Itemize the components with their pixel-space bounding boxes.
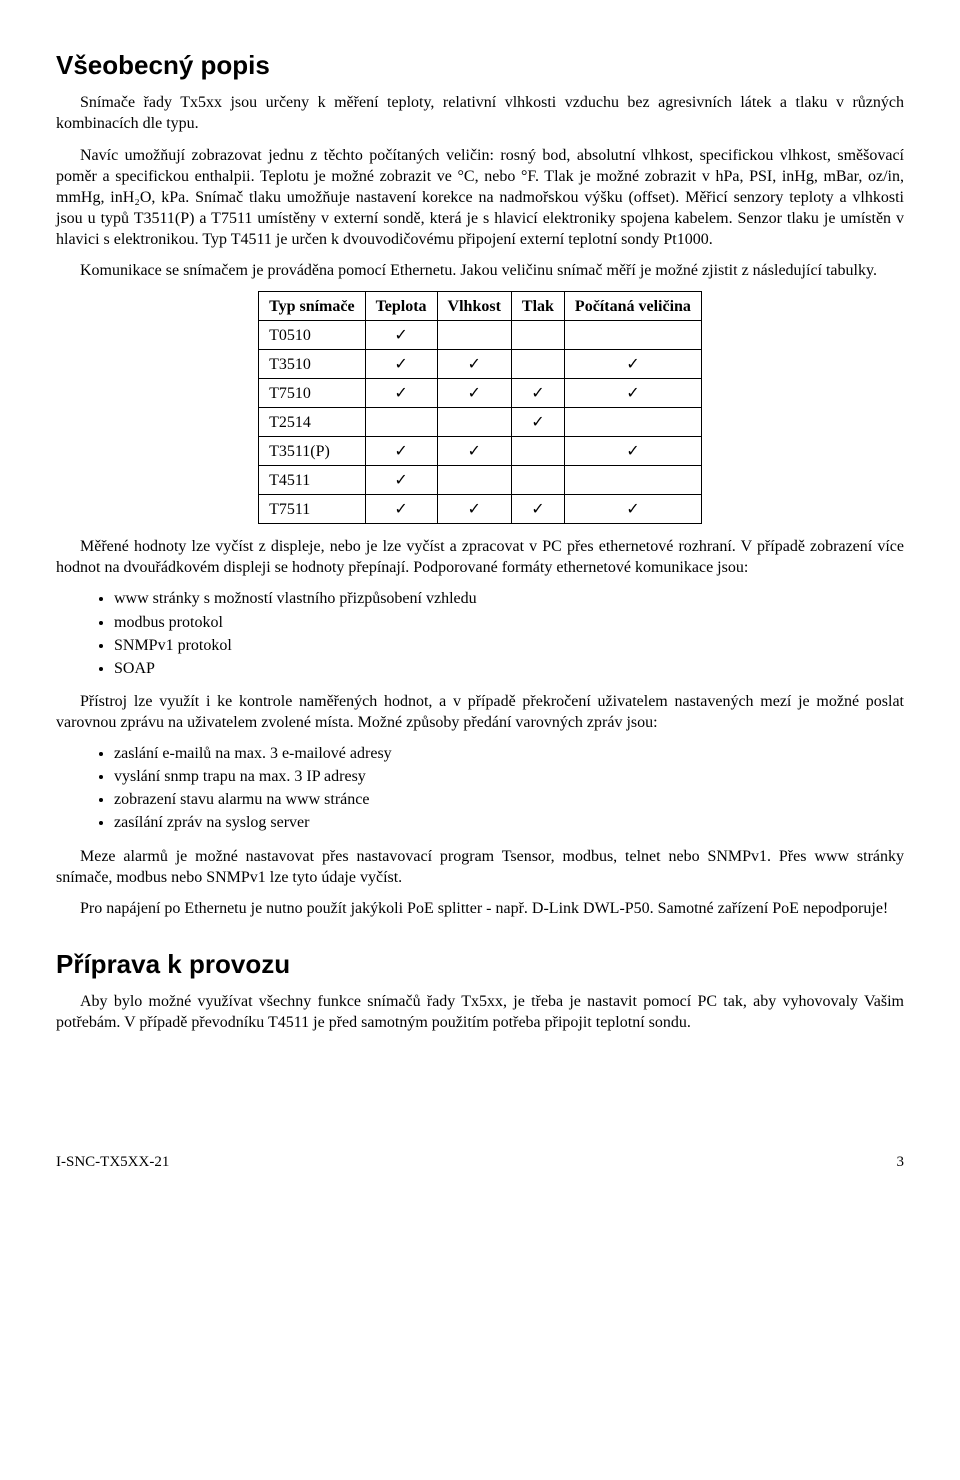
table-row: T7510✓✓✓✓ xyxy=(259,379,702,408)
col-humid: Vlhkost xyxy=(437,292,511,321)
section-heading: Příprava k provozu xyxy=(56,947,904,981)
table-header-row: Typ snímače Teplota Vlhkost Tlak Počítan… xyxy=(259,292,702,321)
cell-check: ✓ xyxy=(511,495,564,524)
alarm-methods-list: zaslání e-mailů na max. 3 e-mailové adre… xyxy=(56,743,904,833)
cell-check: ✓ xyxy=(511,379,564,408)
col-press: Tlak xyxy=(511,292,564,321)
col-temp: Teplota xyxy=(365,292,437,321)
sensor-capability-table: Typ snímače Teplota Vlhkost Tlak Počítan… xyxy=(258,291,702,524)
list-item: vyslání snmp trapu na max. 3 IP adresy xyxy=(114,766,904,787)
cell-check: ✓ xyxy=(365,437,437,466)
list-item: www stránky s možností vlastního přizpůs… xyxy=(114,588,904,609)
table-row: T0510✓ xyxy=(259,321,702,350)
page-footer: I-SNC-TX5XX-21 3 xyxy=(56,1153,904,1173)
list-item: SNMPv1 protokol xyxy=(114,635,904,656)
cell-type: T4511 xyxy=(259,466,365,495)
cell-check xyxy=(365,408,437,437)
cell-check: ✓ xyxy=(437,379,511,408)
paragraph: Komunikace se snímačem je prováděna pomo… xyxy=(56,260,904,281)
cell-check xyxy=(511,437,564,466)
cell-type: T7511 xyxy=(259,495,365,524)
paragraph: Pro napájení po Ethernetu je nutno použí… xyxy=(56,898,904,919)
list-item: modbus protokol xyxy=(114,612,904,633)
cell-check xyxy=(511,350,564,379)
col-calc: Počítaná veličina xyxy=(564,292,701,321)
cell-check: ✓ xyxy=(437,437,511,466)
table-row: T3511(P)✓✓✓ xyxy=(259,437,702,466)
table-row: T2514 ✓ xyxy=(259,408,702,437)
cell-check: ✓ xyxy=(437,495,511,524)
paragraph: Navíc umožňují zobrazovat jednu z těchto… xyxy=(56,145,904,251)
cell-check: ✓ xyxy=(437,350,511,379)
cell-type: T7510 xyxy=(259,379,365,408)
cell-type: T2514 xyxy=(259,408,365,437)
paragraph: Meze alarmů je možné nastavovat přes nas… xyxy=(56,846,904,888)
footer-page-number: 3 xyxy=(897,1153,905,1173)
cell-check xyxy=(511,466,564,495)
cell-check: ✓ xyxy=(365,350,437,379)
cell-check xyxy=(437,408,511,437)
cell-type: T3510 xyxy=(259,350,365,379)
cell-check: ✓ xyxy=(564,379,701,408)
cell-check: ✓ xyxy=(564,350,701,379)
list-item: zobrazení stavu alarmu na www stránce xyxy=(114,789,904,810)
cell-check: ✓ xyxy=(564,495,701,524)
table-row: T3510✓✓✓ xyxy=(259,350,702,379)
paragraph: Snímače řady Tx5xx jsou určeny k měření … xyxy=(56,92,904,134)
cell-type: T3511(P) xyxy=(259,437,365,466)
col-type: Typ snímače xyxy=(259,292,365,321)
cell-check xyxy=(564,321,701,350)
cell-check xyxy=(437,321,511,350)
cell-check: ✓ xyxy=(365,466,437,495)
cell-check xyxy=(564,466,701,495)
footer-doc-id: I-SNC-TX5XX-21 xyxy=(56,1153,169,1173)
cell-check: ✓ xyxy=(365,495,437,524)
section-heading: Všeobecný popis xyxy=(56,48,904,82)
cell-check: ✓ xyxy=(511,408,564,437)
paragraph: Aby bylo možné využívat všechny funkce s… xyxy=(56,991,904,1033)
table-row: T4511✓ xyxy=(259,466,702,495)
list-item: zasílání zpráv na syslog server xyxy=(114,812,904,833)
cell-check xyxy=(437,466,511,495)
cell-check: ✓ xyxy=(564,437,701,466)
list-item: zaslání e-mailů na max. 3 e-mailové adre… xyxy=(114,743,904,764)
formats-list: www stránky s možností vlastního přizpůs… xyxy=(56,588,904,678)
cell-check xyxy=(511,321,564,350)
cell-check: ✓ xyxy=(365,379,437,408)
paragraph: Měřené hodnoty lze vyčíst z displeje, ne… xyxy=(56,536,904,578)
cell-check: ✓ xyxy=(365,321,437,350)
paragraph: Přístroj lze využít i ke kontrole naměře… xyxy=(56,691,904,733)
table-row: T7511✓✓✓✓ xyxy=(259,495,702,524)
cell-type: T0510 xyxy=(259,321,365,350)
list-item: SOAP xyxy=(114,658,904,679)
cell-check xyxy=(564,408,701,437)
